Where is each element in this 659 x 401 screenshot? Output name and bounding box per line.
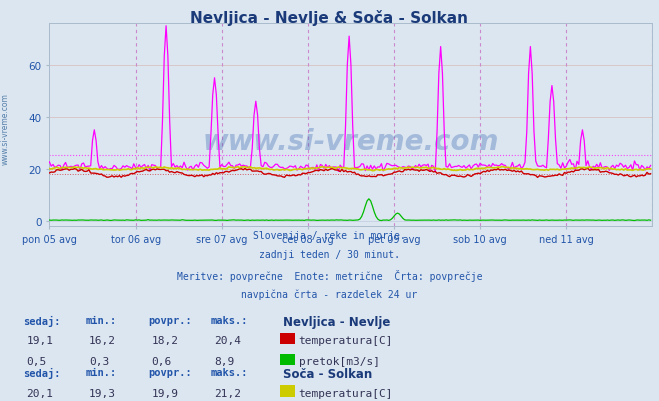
Text: Nevljica - Nevlje: Nevljica - Nevlje (283, 315, 391, 328)
Text: 20,4: 20,4 (214, 336, 241, 346)
Text: 18,2: 18,2 (152, 336, 179, 346)
Text: maks.:: maks.: (211, 367, 248, 377)
Text: Nevljica - Nevlje & Soča - Solkan: Nevljica - Nevlje & Soča - Solkan (190, 10, 469, 26)
Text: sedaj:: sedaj: (23, 367, 61, 378)
Text: temperatura[C]: temperatura[C] (299, 336, 393, 346)
Text: 20,1: 20,1 (26, 388, 53, 398)
Text: Soča - Solkan: Soča - Solkan (283, 367, 372, 380)
Text: zadnji teden / 30 minut.: zadnji teden / 30 minut. (259, 250, 400, 260)
Text: 19,1: 19,1 (26, 336, 53, 346)
Text: www.si-vreme.com: www.si-vreme.com (203, 128, 499, 156)
Text: 21,2: 21,2 (214, 388, 241, 398)
Text: Slovenija / reke in morje.: Slovenija / reke in morje. (253, 231, 406, 241)
Text: 16,2: 16,2 (89, 336, 116, 346)
Text: 0,3: 0,3 (89, 356, 109, 367)
Text: maks.:: maks.: (211, 315, 248, 325)
Text: 8,9: 8,9 (214, 356, 235, 367)
Text: povpr.:: povpr.: (148, 367, 192, 377)
Text: 0,6: 0,6 (152, 356, 172, 367)
Text: min.:: min.: (86, 315, 117, 325)
Text: 0,5: 0,5 (26, 356, 47, 367)
Text: navpična črta - razdelek 24 ur: navpična črta - razdelek 24 ur (241, 288, 418, 299)
Text: temperatura[C]: temperatura[C] (299, 388, 393, 398)
Text: povpr.:: povpr.: (148, 315, 192, 325)
Text: 19,9: 19,9 (152, 388, 179, 398)
Text: sedaj:: sedaj: (23, 315, 61, 326)
Text: pretok[m3/s]: pretok[m3/s] (299, 356, 380, 367)
Text: min.:: min.: (86, 367, 117, 377)
Text: www.si-vreme.com: www.si-vreme.com (1, 93, 10, 164)
Text: Meritve: povprečne  Enote: metrične  Črta: povprečje: Meritve: povprečne Enote: metrične Črta:… (177, 269, 482, 281)
Text: 19,3: 19,3 (89, 388, 116, 398)
